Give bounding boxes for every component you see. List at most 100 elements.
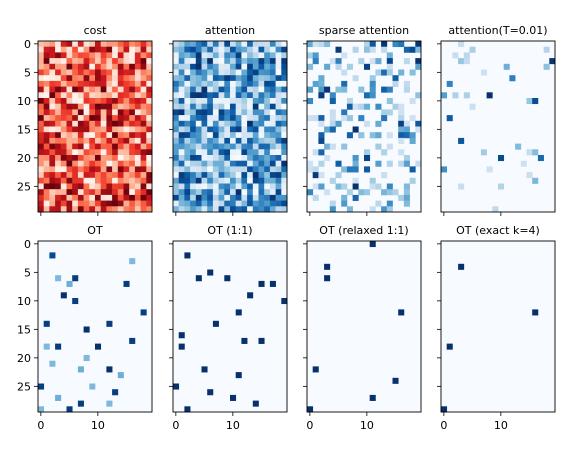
- heatmap-cell: [252, 132, 259, 139]
- heatmap-cell: [230, 86, 237, 93]
- heatmap-cell: [212, 92, 219, 99]
- heatmap-cell: [207, 109, 214, 116]
- heatmap-cell: [83, 166, 90, 173]
- heatmap-cell: [195, 98, 202, 105]
- heatmap-cell: [224, 86, 231, 93]
- y-tick-label: 0: [24, 238, 31, 251]
- heatmap-cell: [195, 120, 202, 127]
- heatmap-cell: [247, 80, 254, 87]
- heatmap-cell: [212, 206, 219, 213]
- heatmap-cell: [117, 126, 124, 133]
- heatmap-cell: [275, 63, 282, 70]
- heatmap-cell: [275, 86, 282, 93]
- heatmap-cell: [375, 58, 382, 65]
- heatmap-cell: [83, 98, 90, 105]
- heatmap-cell: [60, 69, 67, 76]
- heatmap-cell: [117, 155, 124, 162]
- heatmap-cell: [201, 200, 208, 207]
- heatmap-cell: [218, 143, 225, 150]
- heatmap-cell: [264, 137, 271, 144]
- heatmap-cell: [281, 92, 288, 99]
- heatmap-cell: [100, 172, 107, 179]
- heatmap-cell: [134, 86, 141, 93]
- heatmap-cell: [134, 194, 141, 201]
- heatmap-cell: [207, 155, 214, 162]
- heatmap-cell: [369, 41, 376, 48]
- heatmap-cell: [269, 115, 276, 122]
- heatmap-cell: [106, 41, 113, 48]
- heatmap-cell: [212, 166, 219, 173]
- heatmap-cell: [195, 194, 202, 201]
- heatmap-cell: [207, 126, 214, 133]
- heatmap-cell: [134, 126, 141, 133]
- heatmap-cell: [173, 80, 180, 87]
- heatmap-cell: [123, 92, 130, 99]
- heatmap-cell: [55, 189, 62, 196]
- heatmap-cell: [112, 143, 119, 150]
- heatmap-cell: [89, 41, 96, 48]
- heatmap-cell: [195, 177, 202, 184]
- heatmap-cell: [100, 149, 107, 156]
- heatmap-cell: [312, 194, 319, 201]
- heatmap-cell: [178, 86, 185, 93]
- heatmap-cell: [72, 58, 79, 65]
- heatmap-cell: [537, 155, 544, 162]
- heatmap-cell: [123, 58, 130, 65]
- heatmap-cell: [83, 58, 90, 65]
- heatmap-cell: [38, 149, 45, 156]
- heatmap-cell: [123, 52, 130, 59]
- heatmap-cell: [224, 69, 231, 76]
- heatmap-cell: [195, 92, 202, 99]
- heatmap-cell: [129, 41, 136, 48]
- heatmap-cell: [324, 263, 331, 270]
- heatmap-cell: [341, 80, 348, 87]
- heatmap-cell: [66, 58, 73, 65]
- heatmap-cell: [134, 160, 141, 167]
- heatmap-cell: [543, 63, 550, 70]
- heatmap-cell: [112, 183, 119, 190]
- heatmap-cell: [38, 69, 45, 76]
- heatmap-cell: [224, 194, 231, 201]
- heatmap-cell: [252, 75, 259, 82]
- heatmap-cell: [106, 172, 113, 179]
- heatmap-cell: [329, 200, 336, 207]
- heatmap-cell: [134, 75, 141, 82]
- heatmap-cell: [230, 109, 237, 116]
- heatmap-cell: [129, 46, 136, 53]
- heatmap-cell: [275, 80, 282, 87]
- heatmap-cell: [312, 115, 319, 122]
- heatmap-cell: [55, 80, 62, 87]
- heatmap-cell: [281, 137, 288, 144]
- heatmap-cell: [140, 206, 147, 213]
- heatmap-cell: [247, 103, 254, 110]
- heatmap-cell: [269, 92, 276, 99]
- heatmap-cell: [117, 80, 124, 87]
- heatmap-cell: [403, 189, 410, 196]
- heatmap-cell: [264, 41, 271, 48]
- heatmap-cell: [264, 86, 271, 93]
- heatmap-cell: [269, 183, 276, 190]
- heatmap-cell: [55, 343, 62, 350]
- heatmap-cell: [369, 80, 376, 87]
- heatmap-cell: [212, 115, 219, 122]
- heatmap-cell: [100, 137, 107, 144]
- heatmap-cell: [77, 400, 84, 407]
- heatmap-cell: [318, 137, 325, 144]
- heatmap-cell: [43, 46, 50, 53]
- heatmap-cell: [43, 63, 50, 70]
- heatmap-cell: [264, 92, 271, 99]
- heatmap-cell: [184, 200, 191, 207]
- heatmap-cell: [184, 177, 191, 184]
- heatmap-cell: [38, 109, 45, 116]
- heatmap-cell: [95, 160, 102, 167]
- heatmap-cell: [140, 80, 147, 87]
- heatmap-cell: [441, 406, 448, 413]
- heatmap-cell: [318, 41, 325, 48]
- heatmap-cell: [66, 137, 73, 144]
- heatmap-cell: [392, 189, 399, 196]
- heatmap-cell: [386, 143, 393, 150]
- heatmap-cell: [258, 52, 265, 59]
- heatmap-cell: [312, 166, 319, 173]
- heatmap-cell: [212, 58, 219, 65]
- heatmap-cell: [364, 46, 371, 53]
